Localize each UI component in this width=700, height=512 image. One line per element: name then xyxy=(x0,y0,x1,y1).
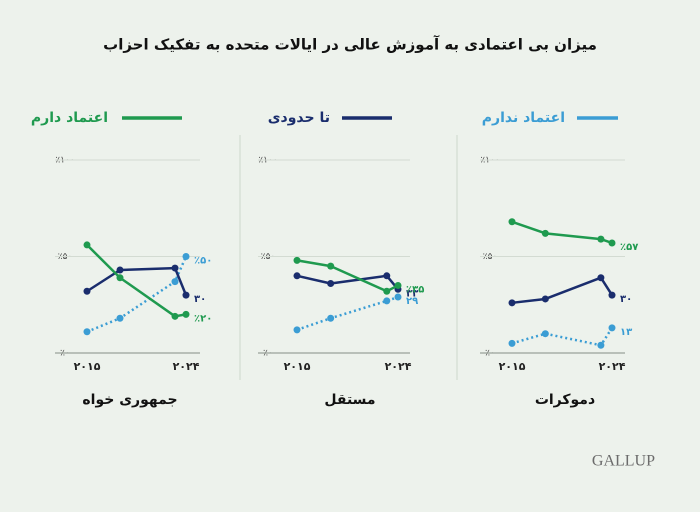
panel-title: جمهوری خواه xyxy=(82,392,177,408)
data-point xyxy=(327,280,335,288)
data-point xyxy=(327,314,335,322)
data-point xyxy=(608,239,616,247)
x-tick-label: ۲۰۲۴ xyxy=(385,360,412,373)
value-label: ۳۰ xyxy=(620,294,632,305)
data-point xyxy=(171,278,179,286)
x-tick-label: ۲۰۲۴ xyxy=(173,360,200,373)
value-label: ٪۵۰ xyxy=(194,256,212,267)
data-point xyxy=(293,272,301,280)
data-point xyxy=(83,241,91,249)
data-point xyxy=(394,293,402,301)
series-line xyxy=(511,276,614,305)
data-point xyxy=(327,262,335,270)
data-point xyxy=(83,287,91,295)
data-point xyxy=(383,287,391,295)
data-point xyxy=(182,291,190,299)
data-point xyxy=(541,330,549,338)
data-point xyxy=(116,274,124,282)
data-point xyxy=(597,235,605,243)
series-line xyxy=(86,266,188,296)
data-point xyxy=(597,341,605,349)
series-line xyxy=(86,255,188,333)
data-point xyxy=(182,253,190,260)
value-label: ٪۵۷ xyxy=(620,242,638,253)
data-point xyxy=(116,266,124,274)
series-line xyxy=(511,220,613,245)
data-point xyxy=(508,339,516,347)
x-tick-label: ۲۰۲۴ xyxy=(599,360,626,373)
value-label: ۱۳ xyxy=(620,327,632,338)
x-tick-label: ۲۰۱۵ xyxy=(284,360,311,373)
x-tick-label: ۲۰۱۵ xyxy=(499,360,526,373)
value-label: ۳۰ xyxy=(194,294,206,305)
data-point xyxy=(394,281,402,289)
data-point xyxy=(541,229,549,237)
data-point xyxy=(116,314,124,322)
data-point xyxy=(383,272,391,280)
source: GALLUP xyxy=(592,453,655,470)
data-point xyxy=(83,328,91,336)
legend-label: تا حدودی xyxy=(268,110,330,126)
data-point xyxy=(608,324,616,332)
data-point xyxy=(597,274,605,282)
data-point xyxy=(508,299,516,307)
data-point xyxy=(171,264,179,272)
panel-title: دموکرات xyxy=(535,392,595,408)
data-point xyxy=(293,256,301,264)
value-label: ۳۳ xyxy=(406,288,418,299)
data-point xyxy=(541,295,549,303)
series-line xyxy=(86,244,187,318)
data-point xyxy=(608,291,616,299)
series-line xyxy=(296,259,399,293)
chart-title: میزان بی اعتمادی به آموزش عالی در ایالات… xyxy=(103,36,597,54)
value-label: ٪۲۰ xyxy=(194,313,212,324)
data-point xyxy=(182,310,190,318)
value-label: ۲۹ xyxy=(406,296,418,307)
legend-label: اعتماد دارم xyxy=(31,110,108,126)
panel-title: مستقل xyxy=(324,392,375,408)
legend-label: اعتماد ندارم xyxy=(482,110,565,126)
value-label: ٪۳۵ xyxy=(406,284,424,295)
data-point xyxy=(383,297,391,305)
data-point xyxy=(508,218,516,226)
series-line xyxy=(511,327,614,347)
data-point xyxy=(171,312,179,320)
data-point xyxy=(293,326,301,334)
x-tick-label: ۲۰۱۵ xyxy=(74,360,101,373)
series-line xyxy=(296,295,399,332)
